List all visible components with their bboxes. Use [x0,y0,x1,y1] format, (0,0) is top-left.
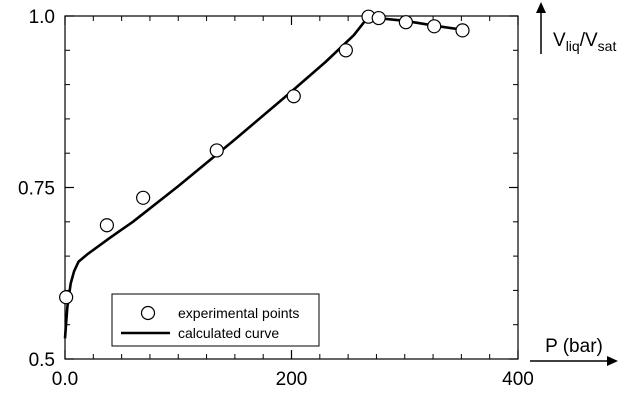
x-tick-label: 0.0 [52,369,78,390]
legend-label-curve: calculated curve [178,325,279,341]
y-axis-label: Vliq/Vsat [553,30,616,54]
experimental-point [371,10,386,26]
experimental-point [398,15,413,30]
experimental-point [209,143,224,158]
points-layer [59,9,470,305]
x-axis-label: P (bar) [545,336,603,357]
axis-labels: P (bar) Vliq/Vsat [530,2,618,366]
x-axis-arrow-head [607,356,618,366]
calculated-curve-line [63,16,468,339]
experimental-point [286,89,301,104]
x-tick-label: 400 [502,369,534,390]
y-axis-label-part: /V [580,30,598,51]
experimental-point [338,43,353,58]
experimental-point [99,218,115,233]
y-axis-label-part: V [553,30,566,51]
y-axis-label-subscript: liq [566,38,580,54]
experimental-point [455,23,470,38]
experimental-point [427,19,442,34]
x-tick-label: 200 [276,369,308,390]
experimental-point [59,290,74,305]
legend: experimental points calculated curve [111,293,320,347]
y-tick-label: 0.75 [18,179,55,200]
y-tick-label: 1.0 [29,7,55,28]
y-axis-label-subscript: sat [598,38,617,54]
y-axis-arrow-head [536,2,546,13]
experimental-point [136,190,151,205]
legend-box [111,293,320,347]
y-tick-label: 0.5 [29,350,55,371]
legend-marker-points [140,305,156,321]
curve-layer [63,16,468,339]
legend-label-points: experimental points [178,305,299,321]
